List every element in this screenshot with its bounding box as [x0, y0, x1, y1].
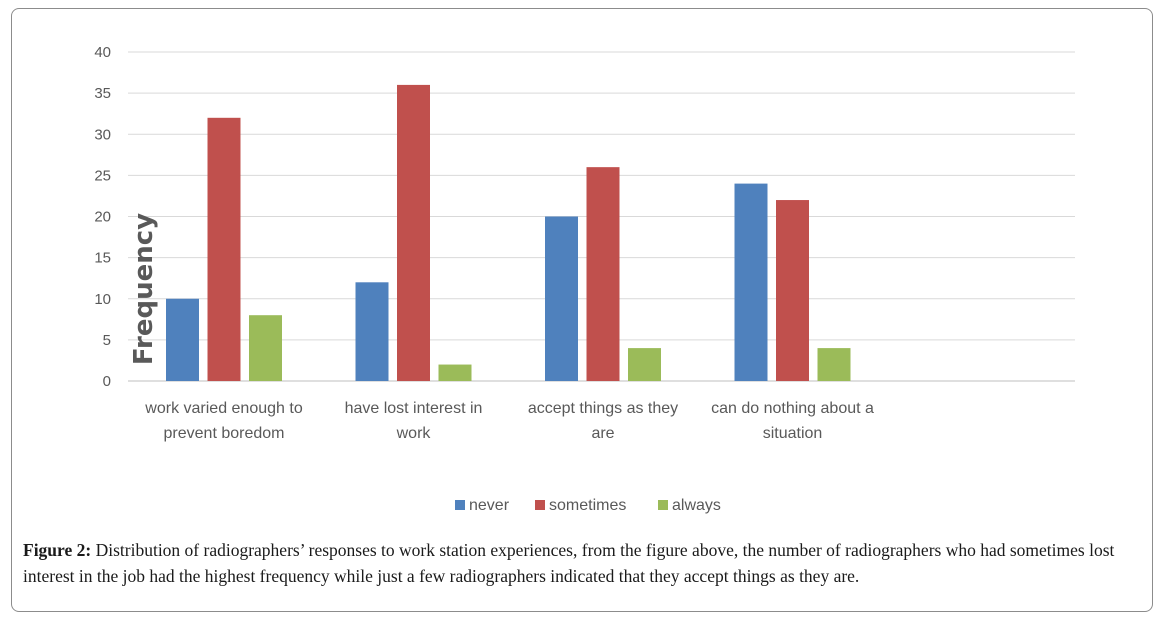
legend-swatch-always — [658, 500, 668, 510]
y-tick-label: 10 — [94, 291, 111, 308]
x-category-label: situation — [763, 425, 823, 442]
y-tick-label: 40 — [94, 44, 111, 61]
x-category-label: can do nothing about a — [711, 400, 874, 417]
bar-never — [545, 216, 578, 381]
y-tick-label: 30 — [94, 126, 111, 143]
y-axis-title: Frequency — [129, 213, 159, 365]
bar-sometimes — [207, 117, 241, 382]
legend-label-always: always — [672, 497, 721, 514]
bar-sometimes — [586, 167, 620, 381]
x-category-label: work — [396, 425, 432, 442]
bar-never — [355, 282, 389, 381]
caption-label: Figure 2: — [23, 540, 92, 560]
bar-always — [249, 315, 282, 381]
bar-always — [628, 348, 661, 381]
y-tick-label: 15 — [94, 250, 111, 267]
x-category-label: accept things as they — [528, 400, 678, 417]
y-tick-label: 25 — [94, 167, 111, 184]
x-category-label: are — [591, 425, 614, 442]
legend-swatch-never — [455, 500, 465, 510]
figure-caption: Figure 2: Distribution of radiographers’… — [23, 537, 1151, 589]
y-tick-label: 35 — [94, 85, 111, 102]
legend-label-sometimes: sometimes — [549, 497, 626, 514]
bar-sometimes — [397, 84, 430, 382]
legend-swatch-sometimes — [535, 500, 545, 510]
bar-sometimes — [776, 200, 809, 381]
bar-never — [166, 298, 199, 381]
x-category-label: work varied enough to — [144, 400, 303, 417]
bar-always — [817, 348, 851, 381]
x-category-label: prevent boredom — [164, 425, 285, 442]
y-tick-label: 0 — [103, 373, 111, 390]
legend-label-never: never — [469, 497, 510, 514]
bar-chart: 0 5 10 15 20 25 30 35 40 Frequency work varied eno… — [94, 44, 1075, 514]
caption-text: Distribution of radiographers’ responses… — [23, 540, 1115, 586]
figure-frame — [11, 8, 1153, 612]
bar-always — [438, 364, 472, 381]
x-category-label: have lost interest in — [345, 400, 483, 417]
y-tick-label: 20 — [94, 209, 111, 226]
y-tick-label: 5 — [103, 332, 111, 349]
bar-never — [734, 183, 768, 381]
